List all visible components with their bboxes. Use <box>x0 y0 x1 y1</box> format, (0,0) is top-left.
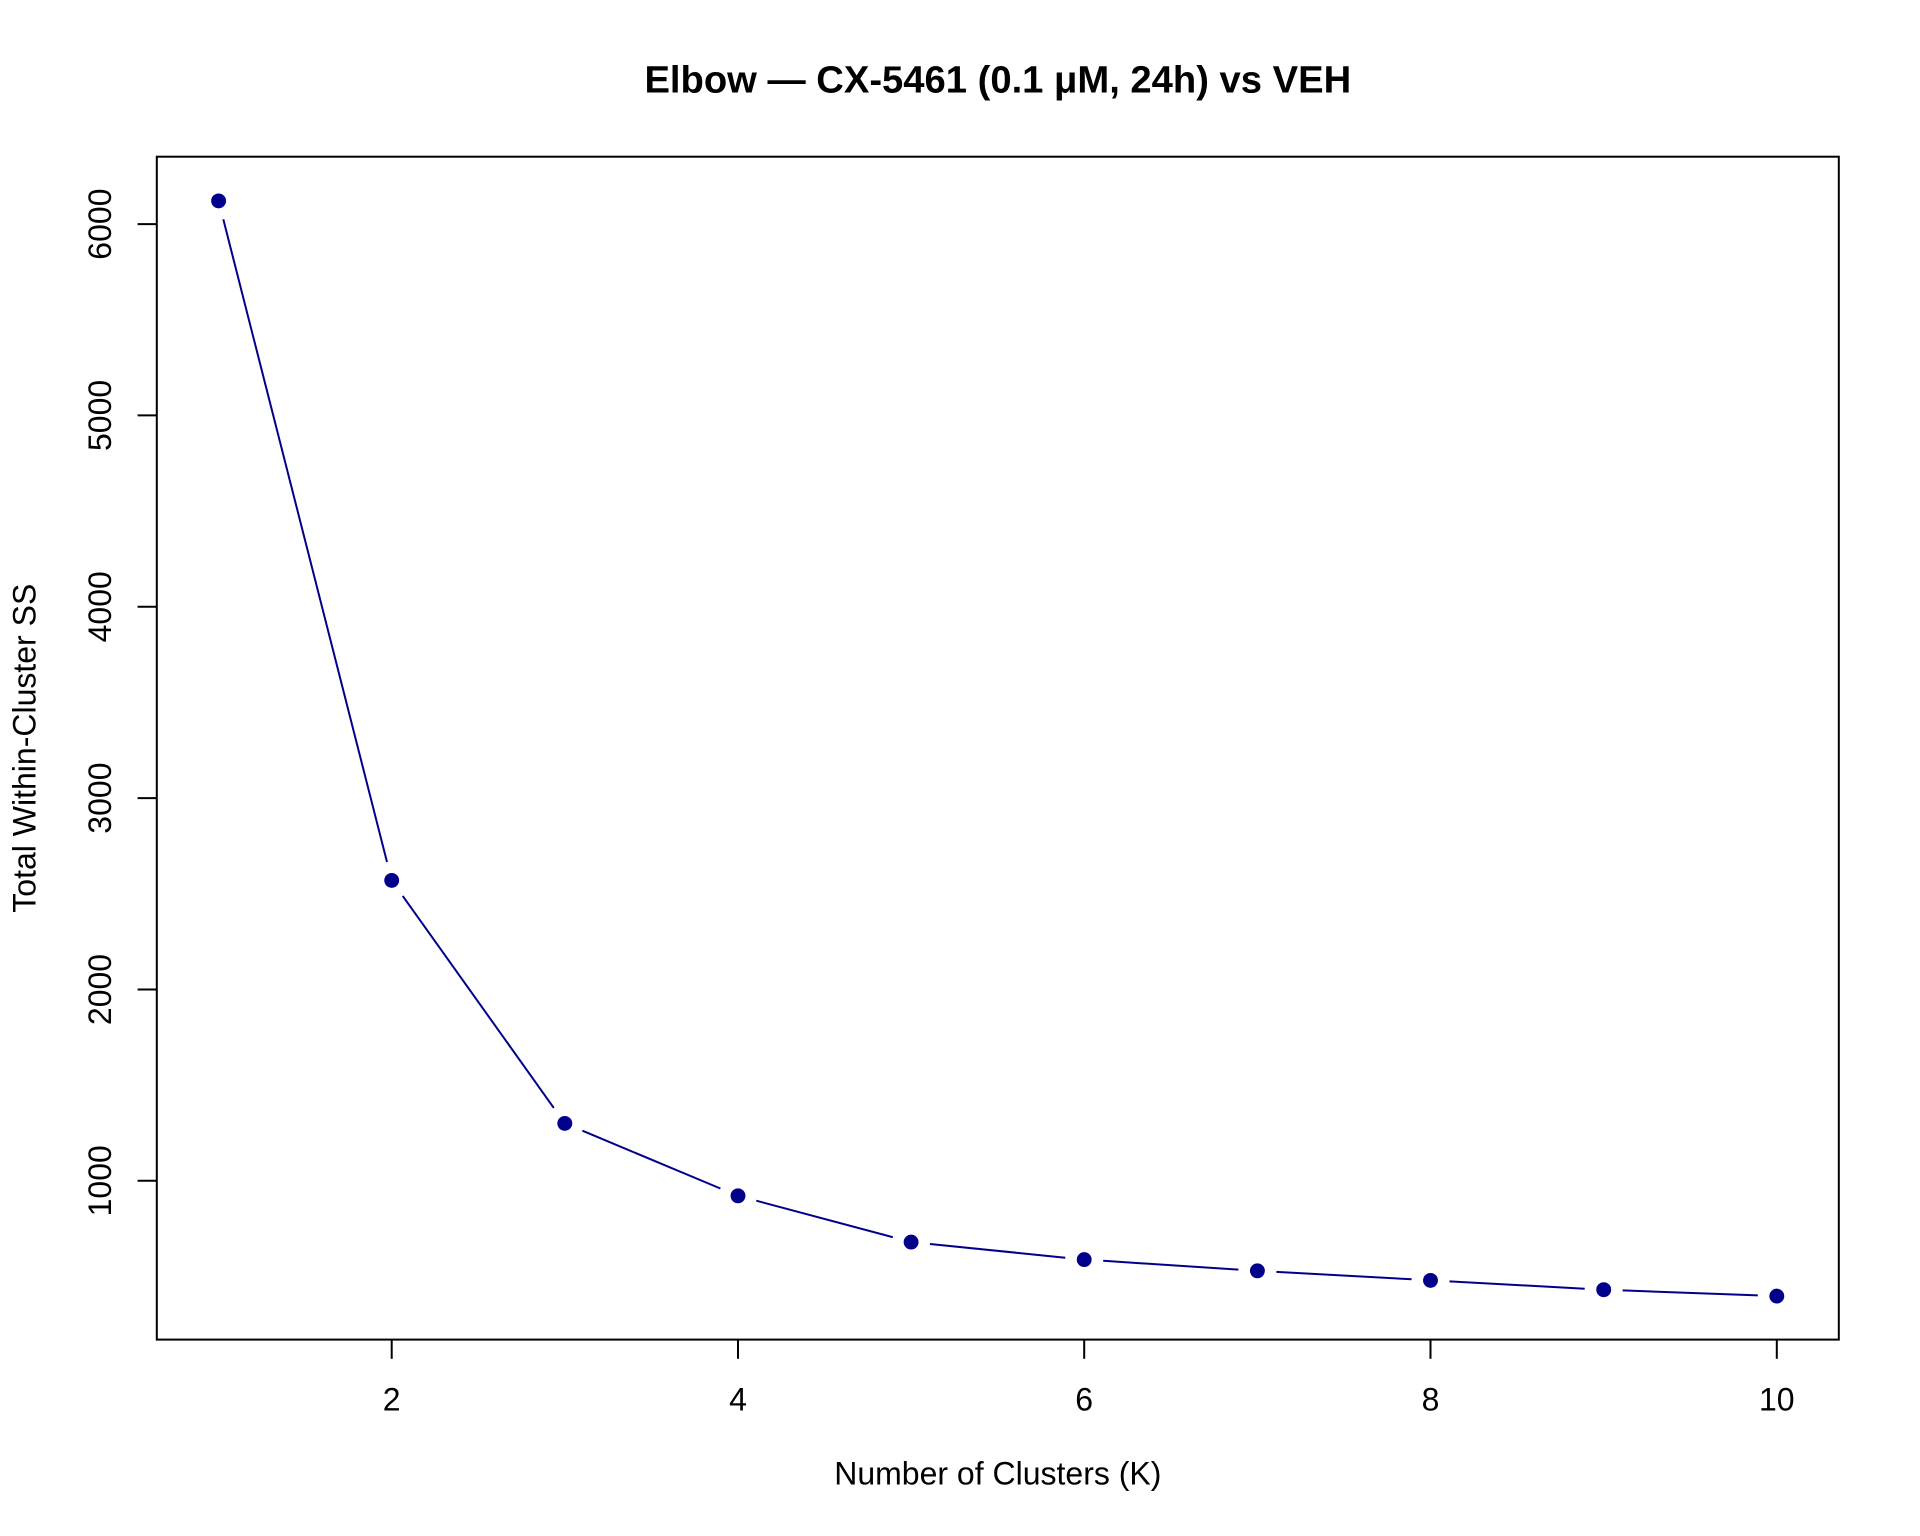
svg-text:4: 4 <box>729 1381 747 1417</box>
svg-text:2000: 2000 <box>82 954 118 1025</box>
svg-text:6000: 6000 <box>82 189 118 260</box>
svg-text:Total Within-Cluster SS: Total Within-Cluster SS <box>6 584 42 913</box>
svg-text:5000: 5000 <box>82 380 118 451</box>
svg-text:Number of Clusters (K): Number of Clusters (K) <box>834 1455 1161 1491</box>
svg-text:8: 8 <box>1422 1381 1440 1417</box>
svg-text:3000: 3000 <box>82 763 118 834</box>
svg-text:2: 2 <box>383 1381 401 1417</box>
svg-text:10: 10 <box>1759 1381 1795 1417</box>
svg-text:1000: 1000 <box>82 1145 118 1216</box>
svg-text:Elbow — CX-5461 (0.1 μM, 24h): Elbow — CX-5461 (0.1 μM, 24h) vs VEH <box>644 59 1351 102</box>
svg-text:4000: 4000 <box>82 571 118 642</box>
svg-text:6: 6 <box>1075 1381 1093 1417</box>
